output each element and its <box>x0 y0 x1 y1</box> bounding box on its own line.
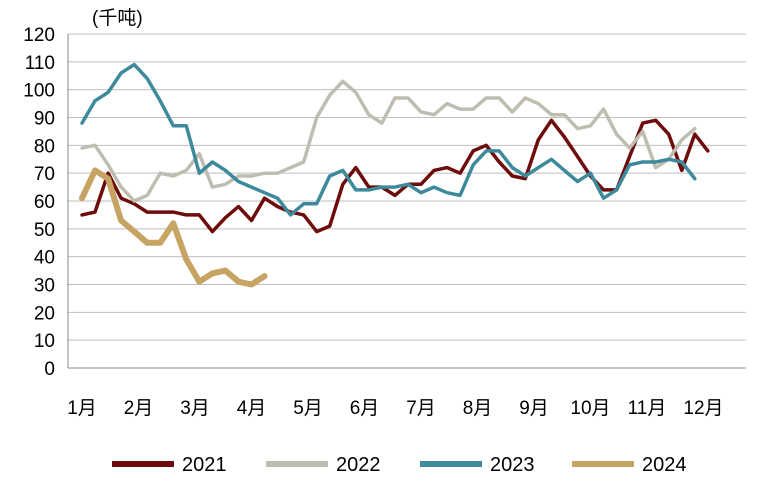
axes <box>67 34 746 369</box>
y-tick-label: 40 <box>34 248 55 269</box>
x-tick-label: 5月 <box>293 398 323 419</box>
series-line-2022 <box>80 79 697 203</box>
y-tick-label: 60 <box>34 192 55 213</box>
legend-label-2022: 2022 <box>336 454 381 476</box>
y-tick-label: 50 <box>34 220 55 241</box>
legend-label-2024: 2024 <box>642 454 687 476</box>
x-tick-label: 6月 <box>350 398 380 419</box>
y-unit-label: (千吨) <box>92 7 143 29</box>
x-tick-label: 1月 <box>67 398 97 419</box>
x-tick-label: 11月 <box>628 398 667 419</box>
x-tick-label: 2月 <box>124 398 154 419</box>
series-line-2023 <box>80 62 697 217</box>
x-tick-label: 10月 <box>570 398 610 419</box>
x-tick-label: 9月 <box>519 398 549 419</box>
y-tick-label: 120 <box>23 25 55 46</box>
x-tick-label: 4月 <box>237 398 267 419</box>
y-tick-label: 10 <box>34 331 55 352</box>
y-tick-label: 80 <box>34 136 55 157</box>
x-tick-label: 7月 <box>406 398 436 419</box>
legend-label-2023: 2023 <box>490 454 535 476</box>
y-tick-labels: 0 10 20 30 40 50 60 70 80 90 100 110 120 <box>23 25 55 380</box>
y-tick-label: 20 <box>34 303 55 324</box>
grid-lines <box>68 33 746 341</box>
y-tick-label: 110 <box>25 53 55 74</box>
y-tick-label: 30 <box>34 276 55 297</box>
x-tick-label: 12月 <box>683 398 723 419</box>
y-tick-label: 70 <box>34 164 55 185</box>
series-line-2024 <box>79 167 268 288</box>
x-tick-label: 8月 <box>463 398 493 419</box>
series-line-2021 <box>80 118 710 234</box>
x-tick-label: 3月 <box>180 398 210 419</box>
y-tick-label: 100 <box>23 81 55 102</box>
legend-label-2021: 2021 <box>182 454 227 476</box>
y-tick-label: 90 <box>34 109 55 130</box>
legend: 2021 2022 2023 2024 <box>112 454 687 476</box>
x-tick-labels: 1月 2月 3月 4月 5月 6月 7月 8月 9月 10月 11月 12月 <box>67 398 723 419</box>
y-tick-label: 0 <box>44 359 55 380</box>
series-lines <box>79 62 710 288</box>
